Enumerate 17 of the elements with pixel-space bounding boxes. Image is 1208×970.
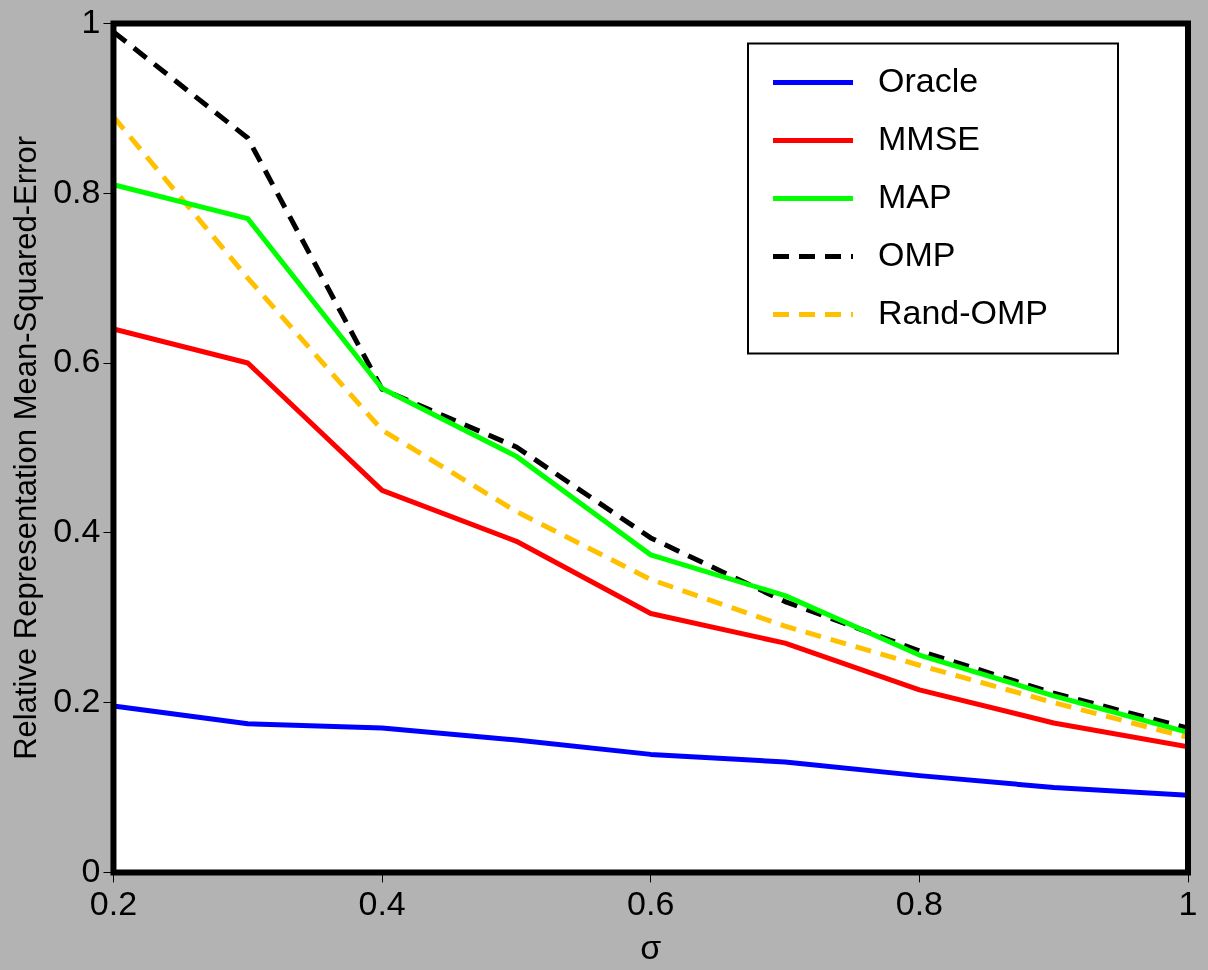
y-tick-label: 0.4 — [53, 511, 101, 550]
x-tick-label: 1 — [1178, 884, 1198, 923]
x-axis-title: σ — [640, 927, 662, 966]
legend-label: MAP — [878, 176, 952, 215]
y-tick-label: 0.2 — [53, 680, 101, 719]
x-tick-label: 0.4 — [358, 884, 406, 923]
legend-label: Rand-OMP — [878, 292, 1049, 331]
y-tick-label: 0 — [81, 850, 101, 889]
y-axis-title: Relative Representation Mean-Squared-Error — [8, 136, 44, 760]
y-tick-label: 0.8 — [53, 171, 101, 210]
y-tick-label: 1 — [81, 1, 101, 40]
y-tick-label: 0.6 — [53, 341, 101, 380]
x-tick-label: 0.8 — [895, 884, 943, 923]
x-tick-label: 0.6 — [627, 884, 675, 923]
legend-label: Oracle — [878, 60, 979, 99]
legend-label: OMP — [878, 234, 956, 273]
legend-label: MMSE — [878, 118, 980, 157]
